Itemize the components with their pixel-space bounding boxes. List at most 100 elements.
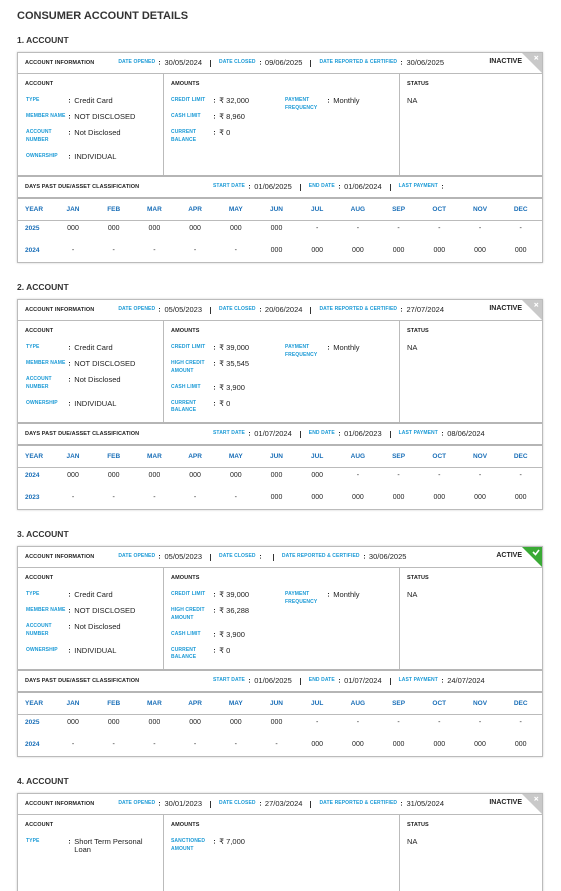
separator (401, 801, 403, 804)
history-cell: 000 (311, 493, 324, 501)
separator (159, 60, 161, 63)
history-year: 2025 (25, 719, 40, 726)
dpd-row: DAYS PAST DUE/ASSET CLASSIFICATION START … (18, 669, 542, 693)
info-title: ACCOUNT INFORMATION (25, 554, 95, 560)
history-cell: 000 (433, 740, 446, 748)
history-cell: - (112, 740, 115, 748)
field-label: ACCOUNT NUMBER (26, 129, 52, 143)
field-label: DATE CLOSED (219, 306, 256, 313)
field-label: CASH LIMIT (171, 113, 201, 119)
field-label: ACCOUNT NUMBER (26, 376, 52, 390)
separator (328, 99, 330, 101)
separator (441, 184, 444, 187)
separator (69, 609, 71, 611)
history-cell: 000 (107, 224, 120, 232)
field-label: TYPE (26, 97, 40, 103)
field-label: DATE OPENED (118, 800, 156, 807)
field-label: HIGH CREDIT AMOUNT (171, 360, 205, 374)
divider (389, 183, 391, 191)
field-row: HIGH CREDIT AMOUNT ₹ 36,288 (171, 607, 249, 631)
field-label: DATE OPENED (118, 306, 156, 313)
separator (69, 99, 71, 101)
field-value: INDIVIDUAL (74, 398, 117, 408)
field-value: NOT DISCLOSED (74, 606, 136, 615)
field-value: 01/06/2025 (254, 676, 292, 686)
field-row: CURRENT BALANCE ₹ 0 (171, 129, 249, 153)
field-label: START DATE (213, 430, 245, 437)
month-header: JUN (269, 453, 283, 460)
field-row: TYPE Credit Card (26, 97, 135, 113)
field-list: CREDIT LIMIT ₹ 32,000 CASH LIMIT ₹ 8,960 CUR… (171, 97, 249, 153)
column-divider (163, 568, 164, 669)
separator (69, 840, 71, 842)
field-value: 30/06/2025 (406, 58, 444, 68)
history-cell: 000 (189, 471, 201, 479)
field-label: START DATE (213, 677, 245, 684)
history-cell: - (193, 493, 197, 501)
divider (389, 430, 391, 438)
history-cell: - (438, 224, 441, 232)
field-row: ACCOUNT NUMBER Not Disclosed (26, 623, 135, 647)
month-header: MAR (146, 453, 162, 460)
field-label: DATE CLOSED (219, 553, 256, 560)
month-header: APR (188, 453, 202, 460)
history-cell: 000 (514, 740, 527, 748)
divider (299, 430, 301, 438)
separator (69, 625, 71, 627)
field-row: ACCOUNT NUMBER Not Disclosed (26, 376, 135, 400)
field-row: OWNERSHIP INDIVIDUAL (26, 646, 135, 663)
column-divider (399, 321, 400, 422)
separator (363, 554, 365, 557)
separator (214, 401, 216, 403)
status-value: NA (407, 343, 418, 352)
account-state: INACTIVE (489, 305, 522, 312)
field-value: Short Term Personal Loan (74, 837, 143, 854)
field-row: OWNERSHIP INDIVIDUAL (26, 398, 135, 416)
field-row: HIGH CREDIT AMOUNT ₹ 35,545 (171, 360, 249, 384)
separator (69, 346, 71, 348)
separator (69, 593, 71, 595)
month-header: JUL (311, 453, 324, 460)
account-state: INACTIVE (489, 799, 522, 806)
field-label: HIGH CREDIT AMOUNT (171, 607, 205, 621)
field-label: CASH LIMIT (171, 383, 201, 390)
field-value: 27/03/2024 (264, 799, 303, 809)
separator (248, 184, 251, 187)
history-year: 2023 (25, 494, 40, 501)
history-cell: - (112, 246, 115, 254)
separator (441, 431, 444, 434)
history-cell: - (397, 471, 400, 479)
field-list: TYPE Short Term Personal Loan (26, 838, 154, 862)
separator (69, 648, 71, 650)
column-divider (399, 74, 400, 175)
history-cell: - (71, 493, 75, 501)
history-cell: - (397, 718, 400, 726)
column-header: AMOUNTS (171, 81, 200, 87)
column-header: STATUS (407, 81, 429, 87)
field-value: 01/06/2025 (254, 182, 292, 192)
separator (328, 593, 330, 595)
field-label: TYPE (26, 344, 40, 350)
history-cell: 000 (270, 493, 283, 501)
field-label: DATE REPORTED & CERTIFIED (319, 306, 398, 313)
field-value: ₹ 39,000 (219, 590, 250, 599)
history-cell: - (519, 718, 522, 726)
divider (272, 553, 274, 561)
field-row: CURRENT BALANCE ₹ 0 (171, 399, 249, 424)
field-label: OWNERSHIP (26, 646, 58, 653)
separator (159, 801, 161, 804)
month-header: JUN (269, 700, 283, 707)
history-cell: 000 (107, 471, 120, 479)
field-label: CREDIT LIMIT (171, 591, 206, 597)
separator (69, 401, 71, 403)
history-cell: - (234, 246, 237, 254)
divider (210, 553, 212, 561)
separator (214, 840, 216, 842)
field-value: ₹ 8,960 (219, 112, 245, 121)
month-header: FEB (107, 453, 121, 460)
history-cell: 000 (392, 740, 405, 748)
history-cell: - (275, 740, 278, 748)
history-cell: 000 (270, 471, 283, 479)
page-title: CONSUMER ACCOUNT DETAILS (17, 10, 189, 22)
